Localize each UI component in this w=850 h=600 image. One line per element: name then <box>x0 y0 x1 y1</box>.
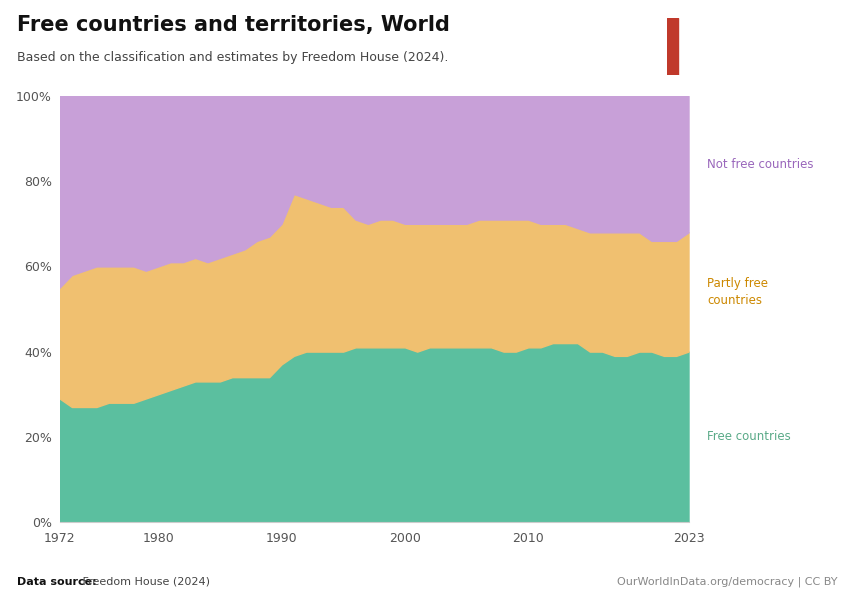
Text: Not free countries: Not free countries <box>707 158 813 170</box>
Text: Free countries and territories, World: Free countries and territories, World <box>17 15 450 35</box>
Text: Data source:: Data source: <box>17 577 97 587</box>
Text: Our World
in Data: Our World in Data <box>717 31 785 61</box>
Text: Based on the classification and estimates by Freedom House (2024).: Based on the classification and estimate… <box>17 51 449 64</box>
Text: Freedom House (2024): Freedom House (2024) <box>79 577 210 587</box>
Text: Free countries: Free countries <box>707 430 790 443</box>
Bar <box>667 18 678 75</box>
Text: OurWorldInData.org/democracy | CC BY: OurWorldInData.org/democracy | CC BY <box>617 576 837 587</box>
Text: Partly free
countries: Partly free countries <box>707 277 768 307</box>
